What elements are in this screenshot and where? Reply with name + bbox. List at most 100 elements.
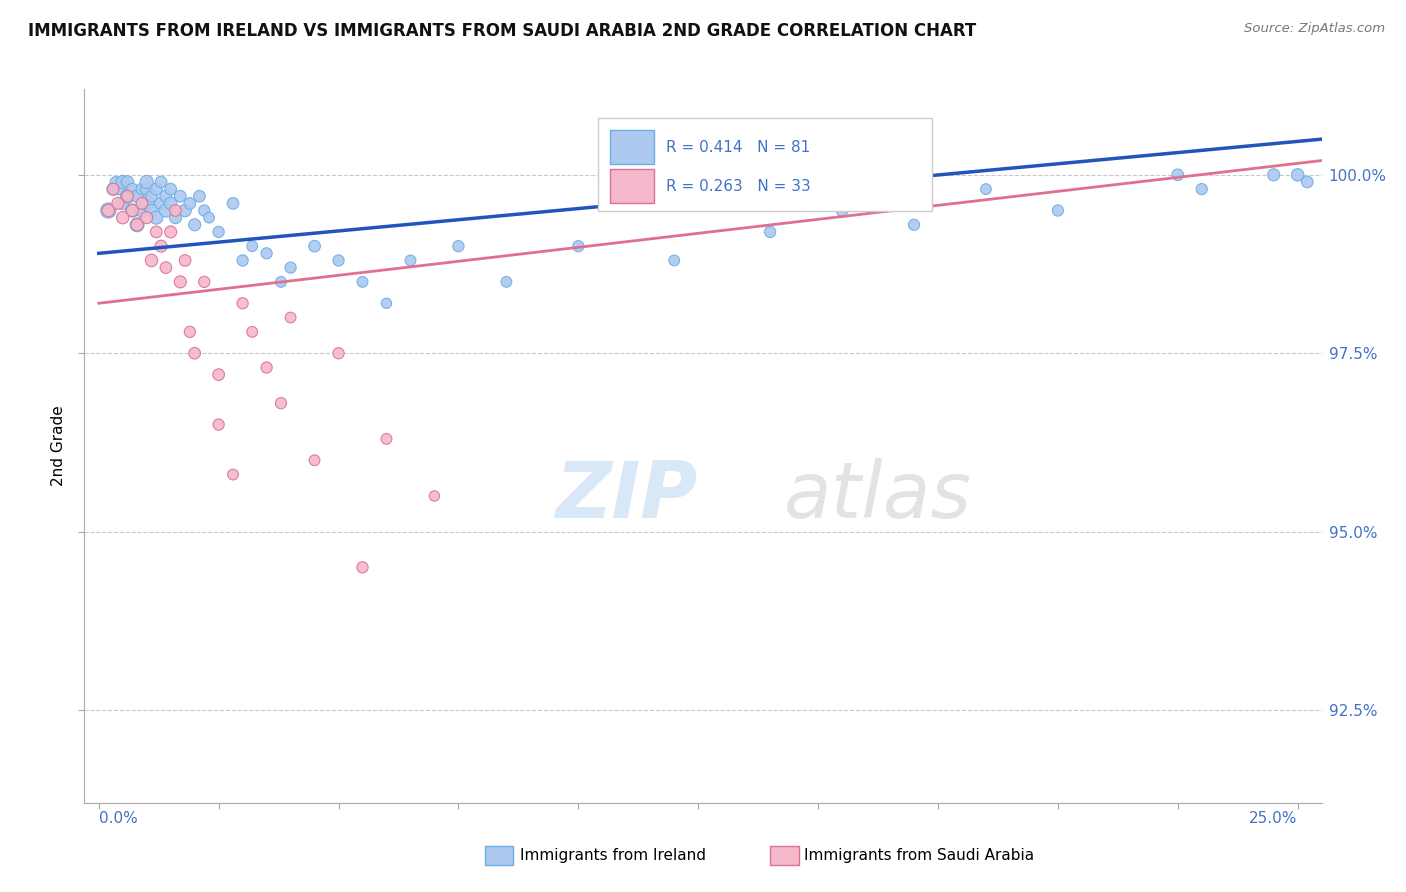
Point — [135, 175, 157, 189]
Point — [232, 253, 254, 268]
Point — [97, 203, 120, 218]
Point — [159, 182, 181, 196]
Point — [131, 203, 153, 218]
Point — [121, 203, 143, 218]
Point — [169, 275, 191, 289]
Point — [127, 218, 149, 232]
Text: Immigrants from Saudi Arabia: Immigrants from Saudi Arabia — [804, 848, 1035, 863]
Point — [165, 211, 187, 225]
Point — [240, 325, 263, 339]
Point — [145, 182, 167, 196]
Bar — [598, 118, 932, 211]
Point — [193, 275, 215, 289]
Point — [183, 218, 205, 232]
Point — [280, 310, 302, 325]
Point — [232, 296, 254, 310]
Point — [117, 175, 139, 189]
Point — [141, 203, 163, 218]
Point — [111, 175, 134, 189]
Point — [150, 239, 173, 253]
Y-axis label: 2nd Grade: 2nd Grade — [51, 406, 66, 486]
Point — [1263, 168, 1285, 182]
Point — [495, 275, 517, 289]
Point — [198, 211, 221, 225]
Text: 0.0%: 0.0% — [98, 812, 138, 826]
Point — [423, 489, 446, 503]
Point — [145, 211, 167, 225]
Point — [117, 189, 139, 203]
Point — [208, 225, 231, 239]
Point — [304, 453, 326, 467]
Point — [447, 239, 470, 253]
Point — [193, 203, 215, 218]
Point — [135, 196, 157, 211]
Point — [131, 196, 153, 211]
Point — [155, 203, 177, 218]
Point — [159, 225, 181, 239]
Point — [831, 203, 853, 218]
Point — [1191, 182, 1213, 196]
Point — [145, 225, 167, 239]
Point — [759, 225, 782, 239]
Point — [222, 467, 245, 482]
Point — [150, 175, 173, 189]
Point — [174, 203, 197, 218]
Point — [179, 196, 201, 211]
Point — [155, 189, 177, 203]
Point — [375, 296, 398, 310]
Point — [127, 218, 149, 232]
Point — [131, 182, 153, 196]
Point — [121, 182, 143, 196]
Point — [270, 275, 292, 289]
Point — [135, 211, 157, 225]
Point — [107, 196, 129, 211]
Point — [165, 203, 187, 218]
Point — [399, 253, 422, 268]
Text: 25.0%: 25.0% — [1250, 812, 1298, 826]
Point — [270, 396, 292, 410]
Point — [127, 189, 149, 203]
Point — [328, 253, 350, 268]
Point — [169, 189, 191, 203]
Point — [107, 182, 129, 196]
Point — [101, 182, 124, 196]
Text: Immigrants from Ireland: Immigrants from Ireland — [520, 848, 706, 863]
Point — [974, 182, 997, 196]
Text: atlas: atlas — [783, 458, 972, 534]
Point — [328, 346, 350, 360]
Point — [159, 196, 181, 211]
Text: Source: ZipAtlas.com: Source: ZipAtlas.com — [1244, 22, 1385, 36]
Point — [1046, 203, 1069, 218]
Point — [104, 175, 127, 189]
Point — [150, 196, 173, 211]
Text: R = 0.414   N = 81: R = 0.414 N = 81 — [666, 139, 810, 154]
Point — [903, 218, 925, 232]
Point — [208, 417, 231, 432]
Point — [141, 189, 163, 203]
Point — [183, 346, 205, 360]
Point — [141, 253, 163, 268]
Point — [375, 432, 398, 446]
Point — [111, 211, 134, 225]
Point — [155, 260, 177, 275]
Point — [304, 239, 326, 253]
Point — [352, 560, 374, 574]
Point — [101, 182, 124, 196]
Point — [97, 203, 120, 218]
Point — [222, 196, 245, 211]
Point — [179, 325, 201, 339]
Bar — [610, 169, 654, 203]
Point — [1286, 168, 1309, 182]
Bar — [610, 130, 654, 164]
Text: IMMIGRANTS FROM IRELAND VS IMMIGRANTS FROM SAUDI ARABIA 2ND GRADE CORRELATION CH: IMMIGRANTS FROM IRELAND VS IMMIGRANTS FR… — [28, 22, 976, 40]
Point — [256, 360, 278, 375]
Point — [121, 203, 143, 218]
Point — [240, 239, 263, 253]
Point — [174, 253, 197, 268]
Point — [111, 196, 134, 211]
Point — [256, 246, 278, 260]
Point — [664, 253, 686, 268]
Point — [188, 189, 211, 203]
Point — [135, 182, 157, 196]
Point — [208, 368, 231, 382]
